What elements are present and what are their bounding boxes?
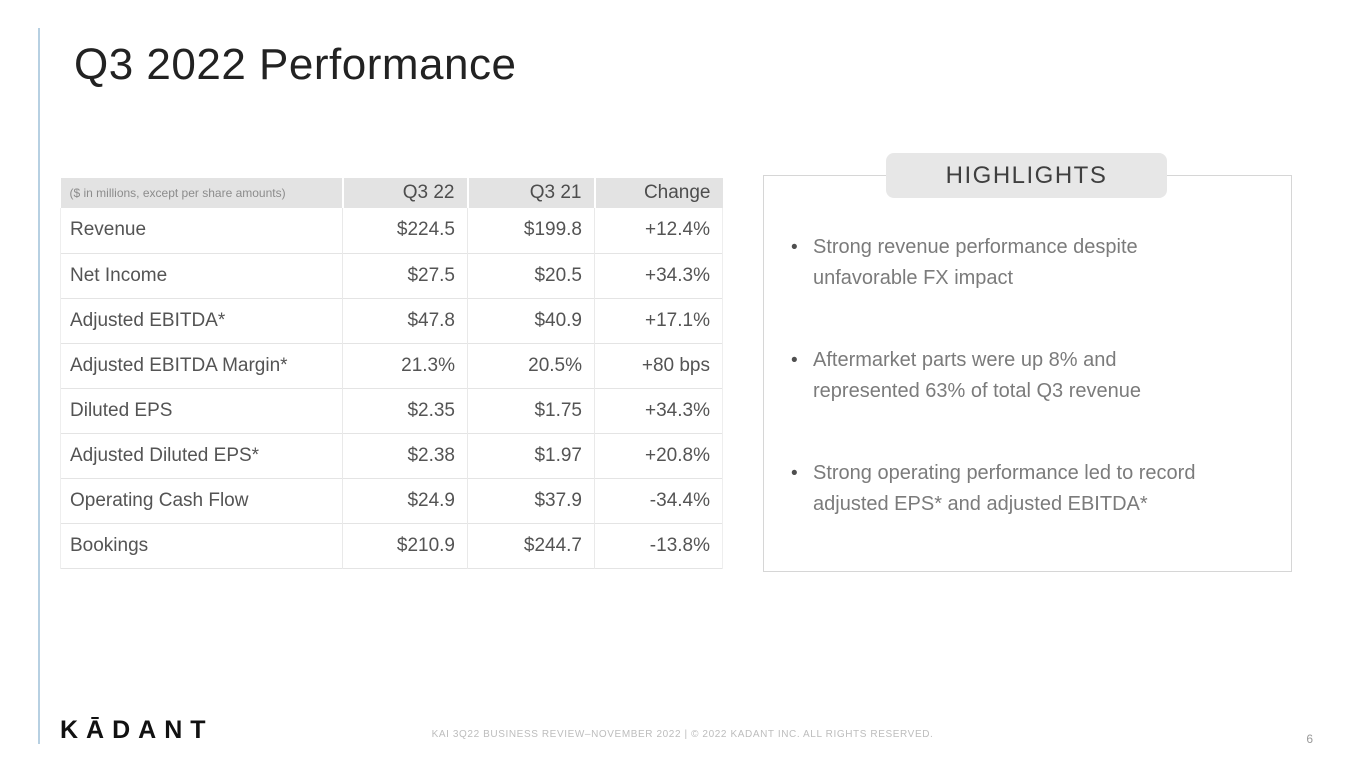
cell-q3-22: $2.38 [342, 433, 468, 478]
list-item: • Strong revenue performance despite unf… [791, 232, 1255, 294]
cell-q3-21: $37.9 [467, 478, 595, 523]
table-row: Diluted EPS $2.35 $1.75 +34.3% [60, 388, 723, 433]
cell-change: +17.1% [594, 298, 723, 343]
highlight-text: Aftermarket parts were up 8% and represe… [813, 349, 1141, 402]
cell-q3-21: $20.5 [467, 253, 595, 298]
footer-copyright-text: KAI 3Q22 BUSINESS REVIEW–NOVEMBER 2022 |… [431, 729, 934, 740]
highlights-list: • Strong revenue performance despite unf… [764, 176, 1291, 520]
financial-metrics-table: ($ in millions, except per share amounts… [60, 178, 723, 569]
cell-q3-21: $244.7 [467, 523, 595, 568]
table-row: Adjusted EBITDA Margin* 21.3% 20.5% +80 … [60, 343, 723, 388]
cell-q3-22: 21.3% [342, 343, 468, 388]
cell-change: +12.4% [594, 208, 723, 253]
column-header-q3-22: Q3 22 [341, 178, 468, 208]
row-label: Operating Cash Flow [60, 478, 343, 523]
cell-q3-22: $224.5 [342, 208, 468, 253]
highlights-panel: • Strong revenue performance despite unf… [763, 175, 1292, 572]
table-row: Net Income $27.5 $20.5 +34.3% [60, 253, 723, 298]
table-row: Bookings $210.9 $244.7 -13.8% [60, 523, 723, 568]
row-label: Bookings [60, 523, 343, 568]
highlights-title-badge: HIGHLIGHTS [886, 153, 1167, 198]
cell-change: +80 bps [594, 343, 723, 388]
table-row: Adjusted Diluted EPS* $2.38 $1.97 +20.8% [60, 433, 723, 478]
bullet-icon: • [791, 350, 798, 371]
table-units-note: ($ in millions, except per share amounts… [60, 178, 343, 208]
cell-q3-22: $2.35 [342, 388, 468, 433]
cell-change: +34.3% [594, 253, 723, 298]
list-item: • Strong operating performance led to re… [791, 458, 1255, 520]
cell-q3-21: $1.75 [467, 388, 595, 433]
row-label: Revenue [60, 208, 343, 253]
cell-change: -13.8% [594, 523, 723, 568]
column-header-q3-21: Q3 21 [466, 178, 595, 208]
cell-q3-22: $27.5 [342, 253, 468, 298]
cell-q3-21: 20.5% [467, 343, 595, 388]
page-number: 6 [1306, 732, 1313, 746]
highlight-text: Strong revenue performance despite unfav… [813, 236, 1138, 289]
table-header-row: ($ in millions, except per share amounts… [60, 178, 723, 208]
left-accent-line [38, 28, 40, 744]
column-header-change: Change [593, 178, 723, 208]
cell-q3-22: $24.9 [342, 478, 468, 523]
bullet-icon: • [791, 237, 798, 258]
cell-q3-21: $1.97 [467, 433, 595, 478]
cell-q3-21: $40.9 [467, 298, 595, 343]
row-label: Diluted EPS [60, 388, 343, 433]
highlight-text: Strong operating performance led to reco… [813, 462, 1196, 515]
bullet-icon: • [791, 463, 798, 484]
table-row: Adjusted EBITDA* $47.8 $40.9 +17.1% [60, 298, 723, 343]
row-label: Net Income [60, 253, 343, 298]
cell-change: -34.4% [594, 478, 723, 523]
row-label: Adjusted EBITDA Margin* [60, 343, 343, 388]
kadant-logo: KĀDANT [60, 716, 214, 744]
list-item: • Aftermarket parts were up 8% and repre… [791, 345, 1255, 407]
table-row: Operating Cash Flow $24.9 $37.9 -34.4% [60, 478, 723, 523]
cell-change: +34.3% [594, 388, 723, 433]
cell-q3-22: $210.9 [342, 523, 468, 568]
page-title: Q3 2022 Performance [74, 40, 517, 89]
cell-q3-22: $47.8 [342, 298, 468, 343]
cell-change: +20.8% [594, 433, 723, 478]
row-label: Adjusted EBITDA* [60, 298, 343, 343]
table-row: Revenue $224.5 $199.8 +12.4% [60, 208, 723, 253]
cell-q3-21: $199.8 [467, 208, 595, 253]
row-label: Adjusted Diluted EPS* [60, 433, 343, 478]
